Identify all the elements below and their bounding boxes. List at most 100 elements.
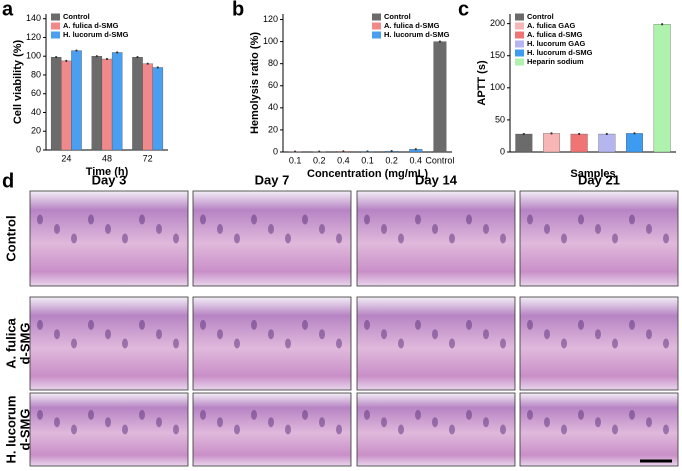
bar [91,56,103,151]
x-axis-title: Concentration (mg/mL) [307,168,428,180]
y-tick-label: 20 [268,124,278,134]
tissue-feature [37,409,43,420]
tissue-feature [561,424,567,435]
tissue-feature [466,214,472,225]
tissue-feature [449,424,455,435]
legend-label: Control [527,12,554,21]
tissue-feature [663,233,669,244]
tissue-feature [544,224,550,234]
tissue-feature [629,319,635,330]
x-tick-label: 0.4 [337,155,350,165]
tissue-feature [364,214,370,225]
tissue-feature [415,214,421,225]
data-point [105,57,109,61]
tissue-feature [595,417,601,428]
tissue-feature [156,224,162,234]
tissue-feature [200,409,206,420]
legend-label: A. fulica d-SMG [384,21,440,30]
data-point [550,132,553,135]
tissue-feature [37,319,43,330]
tissue-feature [561,233,567,244]
tissue-feature [544,329,550,340]
data-point [146,62,149,65]
panel-label: a [2,0,14,20]
data-point [136,56,139,59]
tissue-feature [466,319,472,330]
x-tick-label: 0.4 [410,155,423,165]
tissue-feature [88,409,94,420]
data-point [95,55,98,58]
tissue-feature [200,214,206,225]
tissue-feature [54,224,60,234]
x-tick-label: 0.2 [313,155,326,165]
column-label: Day 7 [255,172,290,187]
tissue-feature [88,319,94,330]
legend-swatch [515,22,524,30]
tissue-feature [302,409,308,420]
tissue-feature [629,409,635,420]
tissue-feature [122,424,128,435]
tissue-feature [122,338,128,349]
legend-label: A. fulica d-SMG [63,21,119,30]
legend-swatch [515,58,524,66]
y-tick-label: 140 [26,13,41,23]
tissue-feature [381,417,387,428]
x-tick-label: 48 [102,153,112,163]
y-tick-label: 120 [26,32,41,42]
legend-swatch [51,22,60,30]
tissue-feature [319,417,325,428]
tissue-feature [398,424,404,435]
tissue-feature [234,233,240,244]
tissue-feature [302,214,308,225]
legend-swatch [515,31,524,39]
bar [111,52,123,151]
legend-label: H. lucorum d-SMG [384,30,450,39]
tissue-feature [527,319,533,330]
bar [598,133,616,153]
y-axis-title: Cell viability (%) [12,39,24,124]
row-label: d-SMG [17,409,32,451]
tissue-feature [105,329,111,340]
data-point [605,132,608,136]
tissue-feature [527,409,533,420]
tissue-feature [319,329,325,340]
tissue-feature [251,214,257,225]
bar [570,133,588,153]
tissue-feature [415,319,421,330]
tissue-feature [500,338,506,349]
tissue-feature [54,329,60,340]
column-label: Day 21 [578,172,620,187]
data-point [293,150,297,153]
tissue-feature [139,319,145,330]
bar [433,41,447,153]
tissue-feature [398,233,404,244]
legend-label: H. lucorum d-SMG [63,30,129,39]
bar [142,63,153,151]
tissue-feature [483,224,489,234]
legend-swatch [372,31,381,39]
data-point [578,132,581,136]
tissue-feature [285,424,291,435]
tissue-feature [234,424,240,435]
tissue-feature [483,417,489,428]
legend-label: Control [63,12,90,21]
y-tick-label: 120 [263,14,278,24]
x-tick-label: Control [425,155,454,165]
data-point [390,150,393,153]
tissue-feature [71,233,77,244]
tissue-feature [71,424,77,435]
tissue-feature [336,424,342,435]
row-label: Control [3,215,18,261]
data-point [318,150,321,153]
row-label: H. lucorum [3,396,18,464]
bar [152,67,164,151]
tissue-feature [561,338,567,349]
data-point [438,40,442,43]
panel-label: c [458,0,469,20]
legend-swatch [51,31,60,39]
x-axis-title: Samples [570,168,615,180]
y-tick-label: 80 [31,69,41,79]
histology-image [356,190,516,287]
data-point [116,51,119,54]
tissue-feature [173,338,179,349]
